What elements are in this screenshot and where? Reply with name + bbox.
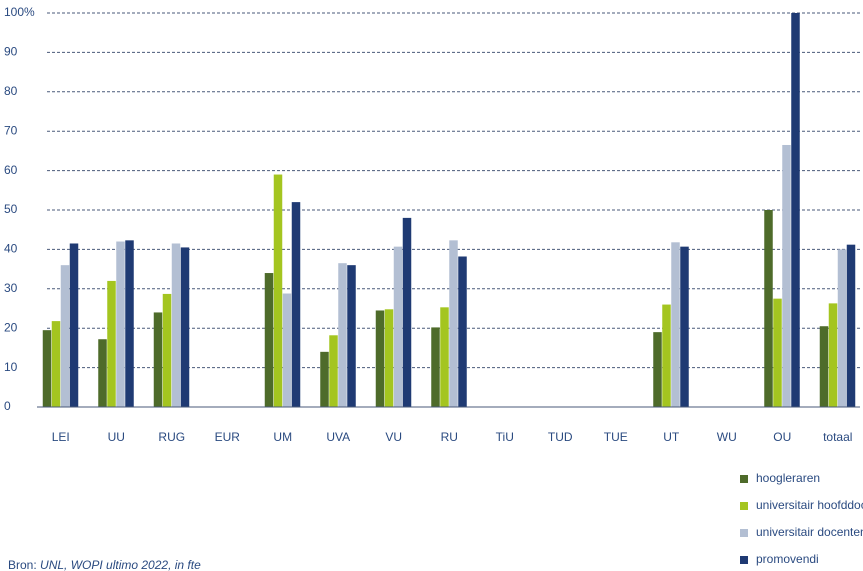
bar [60, 265, 70, 407]
source-text: UNL, WOPI ultimo 2022, in fte [40, 558, 201, 571]
bar [107, 280, 116, 407]
x-tick-label: TiU [496, 430, 514, 444]
y-tick-label: 10 [4, 360, 18, 374]
x-tick-label: UM [273, 430, 292, 444]
bar [42, 330, 52, 407]
bar [320, 351, 329, 407]
source: Bron: UNL, WOPI ultimo 2022, in fte [8, 558, 201, 571]
legend-label: universitair hoofddocenten [756, 498, 863, 512]
x-tick-label: WU [717, 430, 737, 444]
bar [402, 217, 412, 407]
bar [338, 263, 347, 407]
bar [329, 335, 338, 407]
y-tick-label: 50 [4, 202, 18, 216]
bar [440, 307, 449, 407]
bar [264, 273, 274, 407]
bar [782, 144, 791, 408]
x-tick-label: OU [773, 430, 791, 444]
bar [828, 303, 838, 407]
bar [153, 312, 163, 407]
legend-label: promovendi [756, 552, 819, 566]
y-tick-label: 30 [4, 281, 18, 295]
bar [393, 246, 403, 407]
bar [347, 265, 356, 407]
bar [671, 242, 680, 407]
x-tick-label: totaal [823, 430, 852, 444]
source-label: Bron: [8, 558, 37, 571]
y-tick-label: 90 [4, 45, 18, 59]
x-tick-label: EUR [215, 430, 241, 444]
y-tick-label: 60 [4, 163, 18, 177]
x-tick-label: RU [441, 430, 458, 444]
bar [291, 202, 301, 407]
x-tick-label: UT [663, 430, 680, 444]
bar [680, 246, 689, 407]
y-tick-label: 0 [4, 399, 11, 413]
bar [791, 13, 800, 407]
x-tick-label: UU [108, 430, 125, 444]
bar [773, 298, 782, 407]
bar [431, 327, 440, 407]
legend-swatch [740, 529, 748, 537]
y-tick-label: 20 [4, 320, 18, 334]
y-tick-label: 70 [4, 123, 18, 137]
bar [662, 304, 671, 407]
bar [458, 256, 467, 407]
legend-swatch [740, 475, 748, 483]
bar [171, 243, 181, 407]
x-tick-label: VU [385, 430, 402, 444]
bar [69, 243, 79, 407]
x-tick-label: TUD [548, 430, 573, 444]
bar [764, 210, 773, 407]
legend-label: universitair docenten [756, 525, 863, 539]
bar [384, 309, 394, 407]
bar [653, 332, 662, 407]
bar [98, 339, 107, 407]
legend-swatch [740, 556, 748, 564]
x-tick-label: RUG [158, 430, 185, 444]
bar [125, 240, 134, 407]
bar [273, 174, 283, 407]
y-tick-label: 80 [4, 84, 18, 98]
bar [837, 249, 847, 407]
y-tick-label: 100% [4, 5, 35, 19]
bar [116, 241, 125, 407]
x-tick-label: UVA [326, 430, 350, 444]
bar [449, 240, 458, 407]
bar [375, 310, 385, 407]
legend-swatch [740, 502, 748, 510]
legend-label: hoogleraren [756, 471, 820, 485]
bar [51, 321, 61, 407]
bar [819, 326, 829, 407]
bar [162, 293, 172, 407]
y-tick-label: 40 [4, 242, 18, 256]
bar [846, 244, 856, 407]
x-tick-label: TUE [604, 430, 628, 444]
bar [282, 293, 292, 407]
x-tick-label: LEI [52, 430, 70, 444]
bar [180, 247, 190, 407]
